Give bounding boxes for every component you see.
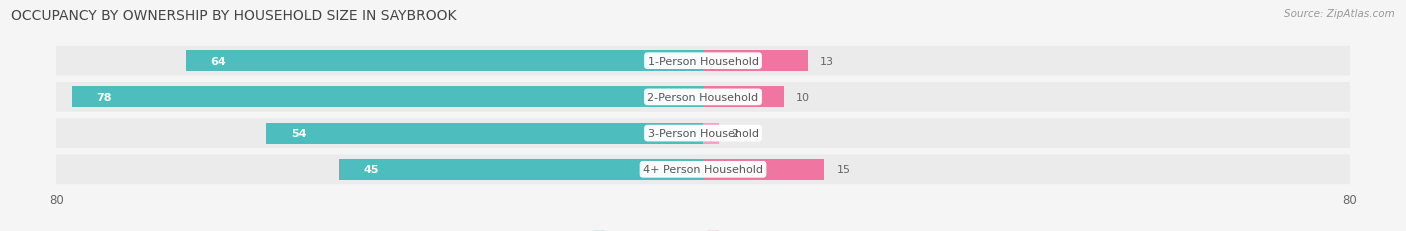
Text: 64: 64 <box>209 56 225 66</box>
Text: 1-Person Household: 1-Person Household <box>648 56 758 66</box>
Text: 15: 15 <box>837 165 851 175</box>
Bar <box>703 159 824 180</box>
Text: OCCUPANCY BY OWNERSHIP BY HOUSEHOLD SIZE IN SAYBROOK: OCCUPANCY BY OWNERSHIP BY HOUSEHOLD SIZE… <box>11 9 457 23</box>
Bar <box>73 87 703 108</box>
Text: 3-Person Household: 3-Person Household <box>648 128 758 139</box>
Text: 4+ Person Household: 4+ Person Household <box>643 165 763 175</box>
Text: 78: 78 <box>97 92 112 103</box>
Bar <box>186 51 703 72</box>
Text: 2-Person Household: 2-Person Household <box>647 92 759 103</box>
Legend: Owner-occupied, Renter-occupied: Owner-occupied, Renter-occupied <box>588 227 818 231</box>
Bar <box>703 87 785 108</box>
Bar <box>703 123 720 144</box>
Text: 45: 45 <box>363 165 380 175</box>
Text: 13: 13 <box>820 56 834 66</box>
Text: 10: 10 <box>796 92 810 103</box>
FancyBboxPatch shape <box>52 155 1354 184</box>
Bar <box>703 51 808 72</box>
Text: Source: ZipAtlas.com: Source: ZipAtlas.com <box>1284 9 1395 19</box>
Text: 2: 2 <box>731 128 738 139</box>
FancyBboxPatch shape <box>52 83 1354 112</box>
FancyBboxPatch shape <box>52 47 1354 76</box>
Bar <box>339 159 703 180</box>
Bar <box>267 123 703 144</box>
FancyBboxPatch shape <box>52 119 1354 148</box>
Text: 54: 54 <box>291 128 307 139</box>
